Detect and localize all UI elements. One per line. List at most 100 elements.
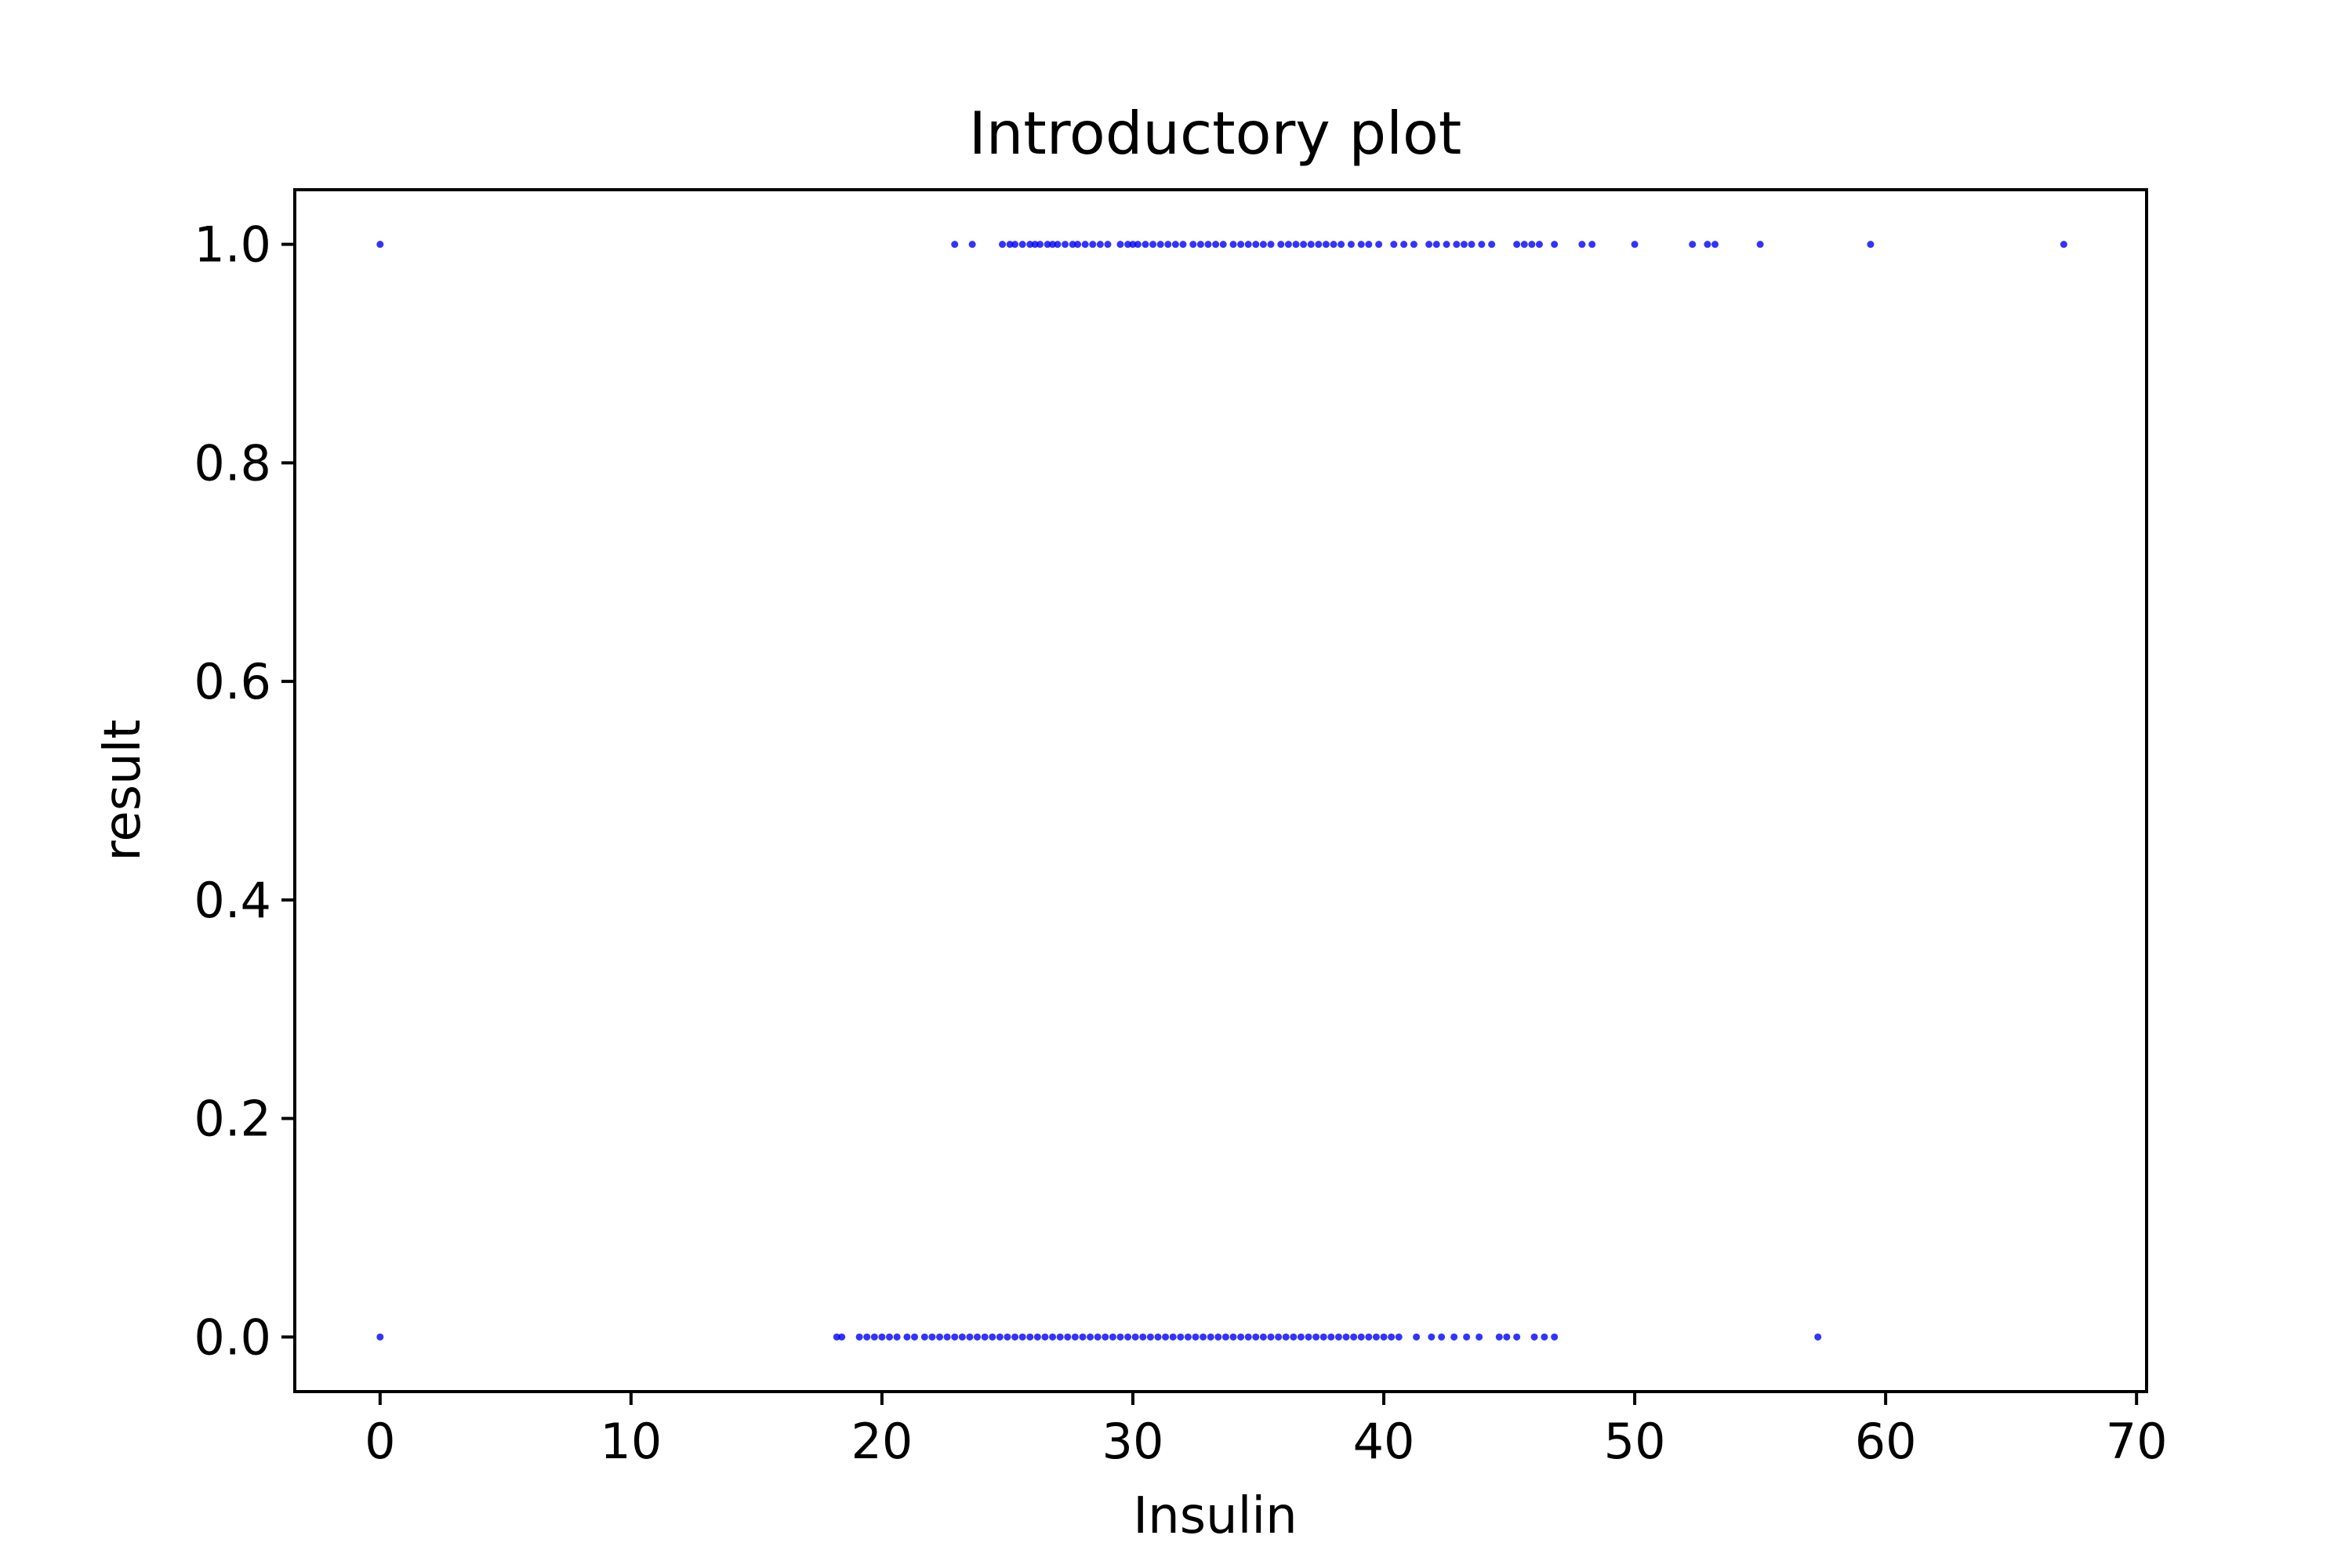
data-point bbox=[1079, 1333, 1087, 1341]
data-point bbox=[1139, 1333, 1147, 1341]
y-tick-label: 0.2 bbox=[194, 1091, 271, 1148]
data-point bbox=[1443, 241, 1450, 249]
data-point bbox=[1104, 241, 1112, 249]
x-tick-label: 50 bbox=[1604, 1413, 1666, 1470]
data-point bbox=[1307, 241, 1315, 249]
data-point bbox=[1069, 241, 1076, 249]
plot-area bbox=[293, 188, 2148, 1393]
data-point bbox=[1453, 241, 1461, 249]
data-point bbox=[1237, 1333, 1245, 1341]
x-tick-label: 0 bbox=[365, 1413, 395, 1470]
data-point bbox=[1413, 1333, 1421, 1341]
data-point bbox=[1380, 1333, 1388, 1341]
data-point bbox=[1495, 1333, 1503, 1341]
data-point bbox=[1551, 241, 1559, 249]
data-point bbox=[1520, 241, 1528, 249]
data-point bbox=[1011, 241, 1019, 249]
data-point bbox=[1134, 241, 1142, 249]
data-point bbox=[1468, 241, 1475, 249]
chart-title: Introductory plot bbox=[969, 99, 1462, 168]
data-point bbox=[1237, 241, 1245, 249]
data-point bbox=[1074, 241, 1082, 249]
data-point bbox=[1338, 241, 1345, 249]
data-point bbox=[1204, 241, 1212, 249]
data-point bbox=[878, 1333, 886, 1341]
x-tick-label: 60 bbox=[1855, 1413, 1917, 1470]
data-point bbox=[1513, 241, 1521, 249]
data-point bbox=[1116, 1333, 1124, 1341]
data-point bbox=[1463, 1333, 1471, 1341]
data-point bbox=[1071, 1333, 1079, 1341]
data-points bbox=[376, 241, 2067, 1341]
data-point bbox=[1488, 241, 1496, 249]
data-point bbox=[1056, 1333, 1064, 1341]
y-tick-label: 1.0 bbox=[194, 216, 271, 274]
data-point bbox=[1460, 241, 1468, 249]
x-tick-label: 20 bbox=[851, 1413, 913, 1470]
data-point bbox=[1221, 1333, 1229, 1341]
data-point bbox=[1330, 241, 1338, 249]
data-point bbox=[1395, 1333, 1403, 1341]
data-point bbox=[1588, 241, 1596, 249]
data-point bbox=[1390, 241, 1398, 249]
data-point bbox=[1054, 241, 1062, 249]
data-point bbox=[886, 1333, 894, 1341]
data-point bbox=[1177, 1333, 1185, 1341]
data-point bbox=[951, 1333, 959, 1341]
data-point bbox=[1322, 241, 1330, 249]
x-tick-label: 10 bbox=[600, 1413, 662, 1470]
y-tick-label: 0.8 bbox=[194, 434, 271, 492]
data-point bbox=[1689, 241, 1697, 249]
data-point bbox=[1026, 241, 1034, 249]
data-point bbox=[1315, 241, 1323, 249]
data-point bbox=[1064, 1333, 1072, 1341]
data-point bbox=[999, 241, 1007, 249]
data-point bbox=[833, 1333, 840, 1341]
data-point bbox=[1212, 241, 1220, 249]
data-point bbox=[903, 1333, 911, 1341]
data-point bbox=[1450, 1333, 1458, 1341]
data-point bbox=[1284, 241, 1292, 249]
data-point bbox=[1081, 241, 1089, 249]
data-point bbox=[1432, 241, 1440, 249]
data-point bbox=[958, 1333, 966, 1341]
data-point bbox=[1154, 1333, 1162, 1341]
data-point bbox=[1169, 1333, 1177, 1341]
data-point bbox=[1259, 1333, 1267, 1341]
data-point bbox=[1026, 1333, 1034, 1341]
data-point bbox=[1388, 1333, 1396, 1341]
data-point bbox=[1551, 1333, 1559, 1341]
data-point bbox=[1004, 1333, 1011, 1341]
data-point bbox=[1305, 1333, 1312, 1341]
data-point bbox=[1867, 241, 1875, 249]
data-point bbox=[1018, 1333, 1026, 1341]
data-point bbox=[974, 1333, 982, 1341]
data-point bbox=[2060, 241, 2067, 249]
data-point bbox=[1087, 1333, 1094, 1341]
data-point bbox=[1036, 241, 1044, 249]
data-point bbox=[943, 1333, 951, 1341]
data-point bbox=[1277, 241, 1285, 249]
data-point bbox=[1129, 241, 1137, 249]
data-point bbox=[1229, 241, 1237, 249]
data-point bbox=[1375, 241, 1383, 249]
data-point bbox=[1102, 1333, 1109, 1341]
data-point bbox=[855, 1333, 863, 1341]
data-point bbox=[1006, 241, 1014, 249]
data-point bbox=[1535, 241, 1543, 249]
data-point bbox=[1252, 241, 1260, 249]
data-point bbox=[996, 1333, 1004, 1341]
data-point bbox=[1372, 1333, 1380, 1341]
data-point bbox=[1513, 1333, 1521, 1341]
data-point bbox=[1184, 1333, 1192, 1341]
data-point bbox=[1156, 241, 1164, 249]
data-point bbox=[1410, 241, 1417, 249]
data-point bbox=[1031, 241, 1039, 249]
data-point bbox=[1275, 1333, 1283, 1341]
data-point bbox=[1631, 241, 1639, 249]
data-point bbox=[1142, 241, 1149, 249]
data-point bbox=[376, 241, 384, 249]
data-point bbox=[1334, 1333, 1342, 1341]
